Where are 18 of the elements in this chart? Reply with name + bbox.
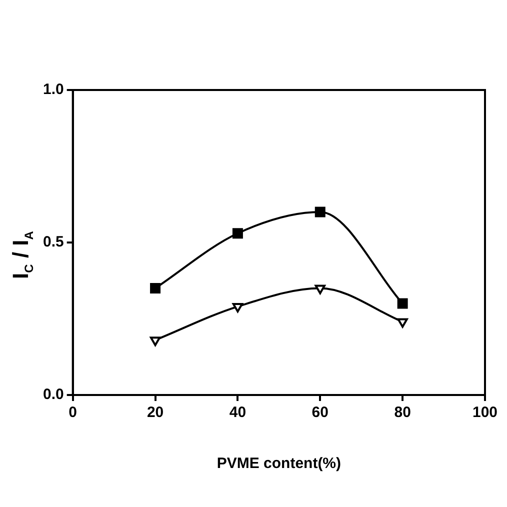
point: [397, 318, 408, 328]
point: [150, 283, 161, 294]
y-tick-label: 0.5: [42, 234, 64, 251]
point: [314, 284, 326, 294]
x-tick-label: 80: [394, 404, 411, 422]
x-tick-label: 60: [312, 404, 328, 422]
y-tick-label: 1.0: [42, 81, 64, 98]
y-tick-label: 0.0: [42, 386, 64, 404]
point: [232, 303, 244, 313]
point: [150, 336, 161, 346]
x-tick-label: 0: [68, 404, 78, 422]
x-tick-label: 40: [229, 404, 246, 422]
point: [314, 206, 326, 218]
x-tick-label: 20: [146, 404, 164, 422]
x-axis-title: PVME content(%): [216, 455, 342, 472]
point: [232, 228, 243, 239]
point: [397, 298, 408, 309]
x-tick-label: 100: [472, 404, 498, 422]
